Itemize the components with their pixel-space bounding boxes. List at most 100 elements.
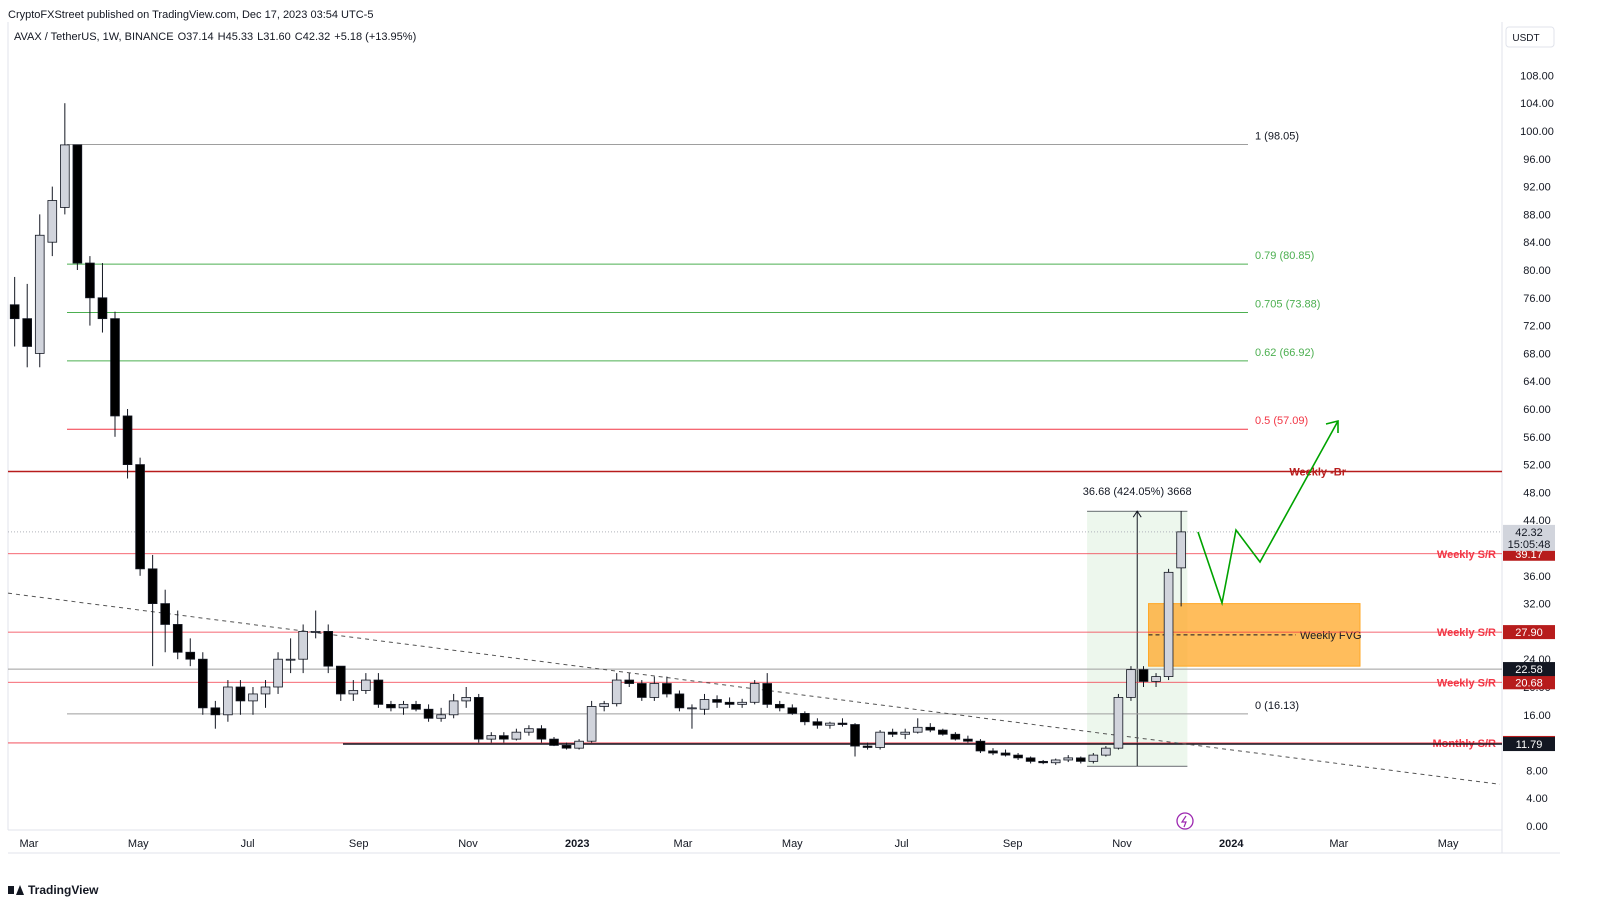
tradingview-logo-icon: [8, 885, 24, 895]
x-tick-label: May: [1438, 838, 1459, 850]
candle-body: [47, 200, 58, 243]
candle-body: [1075, 757, 1086, 762]
x-tick-label: Mar: [674, 838, 693, 850]
candle-body: [310, 631, 321, 633]
candle-body: [260, 686, 271, 695]
candle-body: [536, 728, 547, 740]
x-tick-label: May: [782, 838, 803, 850]
x-tick-label: Mar: [20, 838, 39, 850]
fib-level-label: 1 (98.05): [1255, 131, 1299, 143]
y-tick-label: 88.00: [1523, 209, 1551, 221]
candle-body: [1050, 759, 1061, 764]
candle-body: [875, 731, 885, 748]
y-tick-label: 104.00: [1520, 98, 1554, 110]
y-tick-label: 36.00: [1523, 571, 1551, 583]
candle-body: [1088, 754, 1099, 762]
x-tick-label: Nov: [458, 838, 478, 850]
y-tick-label: 100.00: [1520, 126, 1554, 138]
projection-path: [1197, 420, 1339, 607]
candle-body: [160, 603, 170, 625]
candle-body: [248, 693, 258, 702]
candle-body: [1138, 669, 1149, 682]
candle-body: [1176, 531, 1186, 569]
price-badge-text: 22.58: [1515, 664, 1543, 676]
candle-body: [611, 679, 622, 705]
candle-body: [837, 722, 848, 725]
candle-body: [599, 703, 609, 707]
candle-body: [34, 234, 45, 354]
candle-body: [97, 297, 108, 320]
candle-body: [348, 690, 359, 695]
candle-body: [210, 707, 221, 716]
candle-body: [1025, 757, 1036, 762]
candle-body: [411, 703, 421, 710]
candle-body: [235, 686, 246, 702]
candle-body: [649, 683, 660, 698]
candle-body: [1063, 757, 1074, 761]
candle-body: [9, 304, 20, 320]
candle-body: [825, 722, 835, 726]
candle-body: [122, 415, 133, 466]
x-tick-label: Nov: [1112, 838, 1132, 850]
candle-body: [461, 697, 471, 702]
candle-body: [298, 631, 308, 660]
candle-body: [925, 726, 936, 731]
measurement-label: 36.68 (424.05%) 3668: [1083, 486, 1192, 498]
candle-body: [273, 658, 283, 688]
candle-body: [386, 703, 396, 709]
candle-body: [1151, 676, 1161, 682]
sr-level-label: Weekly -Br: [1289, 467, 1346, 479]
candle-body: [1038, 760, 1048, 764]
candle-body: [373, 679, 384, 705]
price-badge-text: 11.79: [1516, 739, 1543, 751]
candle-body: [549, 738, 559, 746]
candle-body: [172, 624, 183, 653]
candle-body: [975, 740, 986, 752]
candle-body: [60, 144, 70, 208]
candle-body: [185, 651, 196, 660]
candle-body: [147, 568, 158, 604]
candle-body: [423, 708, 434, 719]
fib-level-label: 0 (16.13): [1255, 700, 1299, 712]
candle-body: [1113, 697, 1124, 749]
tradingview-logo[interactable]: TradingView: [8, 883, 98, 897]
x-tick-label: 2023: [565, 838, 589, 850]
fvg-label: Weekly FVG: [1300, 630, 1362, 642]
y-tick-label: 16.00: [1523, 710, 1551, 722]
currency-label: USDT: [1512, 33, 1539, 44]
y-tick-label: 76.00: [1523, 293, 1551, 305]
candle-body: [662, 683, 672, 695]
x-tick-label: Sep: [349, 838, 369, 850]
candle-body: [223, 686, 233, 716]
low-value: L31.60: [257, 31, 291, 43]
sr-price-badge-text: 27.90: [1515, 627, 1543, 639]
candle-body: [737, 701, 747, 705]
candle-body: [699, 699, 710, 710]
candle-body: [887, 731, 898, 735]
sr-price-badge: [1503, 625, 1555, 640]
projection-arrow-head: [1325, 419, 1339, 433]
x-tick-label: Jul: [241, 838, 255, 850]
candle-body: [110, 318, 120, 417]
x-tick-label: 2024: [1219, 838, 1244, 850]
y-tick-label: 108.00: [1520, 70, 1554, 82]
candle-body: [323, 631, 334, 667]
symbol-info: AVAX / TetherUS, 1W, BINANCE O37.14 H45.33…: [14, 31, 420, 43]
candle-body: [135, 464, 145, 570]
candle-body: [586, 706, 597, 742]
y-tick-label: 32.00: [1523, 599, 1551, 611]
candle-body: [448, 700, 459, 716]
y-tick-label: 44.00: [1523, 515, 1551, 527]
y-tick-label: 52.00: [1523, 460, 1551, 472]
y-tick-label: 72.00: [1523, 321, 1551, 333]
symbol-name: AVAX / TetherUS, 1W, BINANCE: [14, 31, 174, 43]
sr-level-label: Weekly S/R: [1437, 677, 1496, 689]
y-tick-label: 4.00: [1526, 793, 1547, 805]
publisher-header: CryptoFXStreet published on TradingView.…: [8, 9, 374, 21]
candle-body: [749, 683, 760, 703]
close-value: C42.32: [294, 31, 331, 43]
candle-body: [674, 693, 685, 709]
candle-body: [850, 724, 860, 747]
candle-body: [436, 714, 446, 719]
